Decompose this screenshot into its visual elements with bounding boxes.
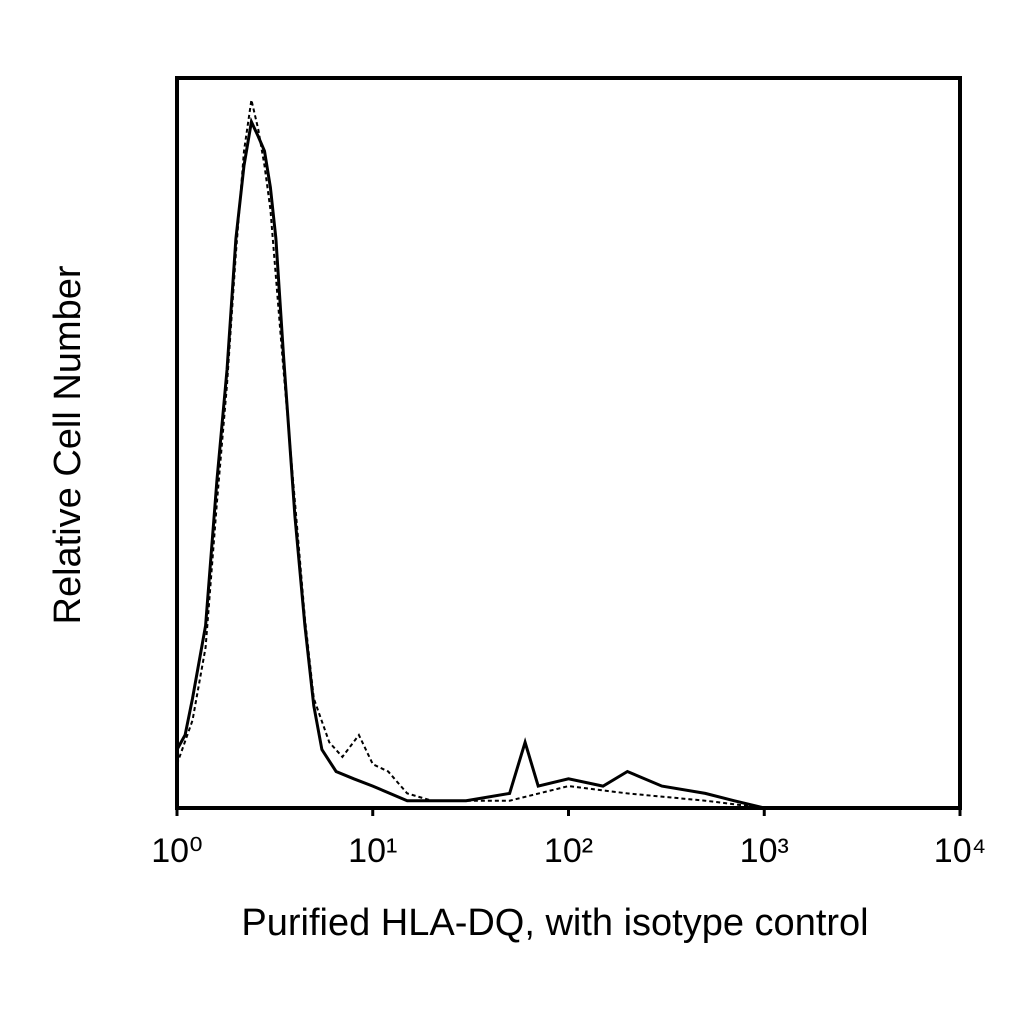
plot-frame [175,76,962,810]
histogram-line [176,99,765,809]
y-axis-label: Relative Cell Number [47,265,89,624]
x-tick-label: 10³ [740,832,789,870]
x-tick-label: 10² [544,832,593,870]
histogram-line [175,116,765,810]
x-tick-label: 10¹ [348,832,397,870]
x-tick-label: 10⁰ [151,832,202,870]
x-axis-label: Purified HLA-DQ, with isotype control [241,902,868,944]
x-tick-label: 10⁴ [934,832,986,870]
